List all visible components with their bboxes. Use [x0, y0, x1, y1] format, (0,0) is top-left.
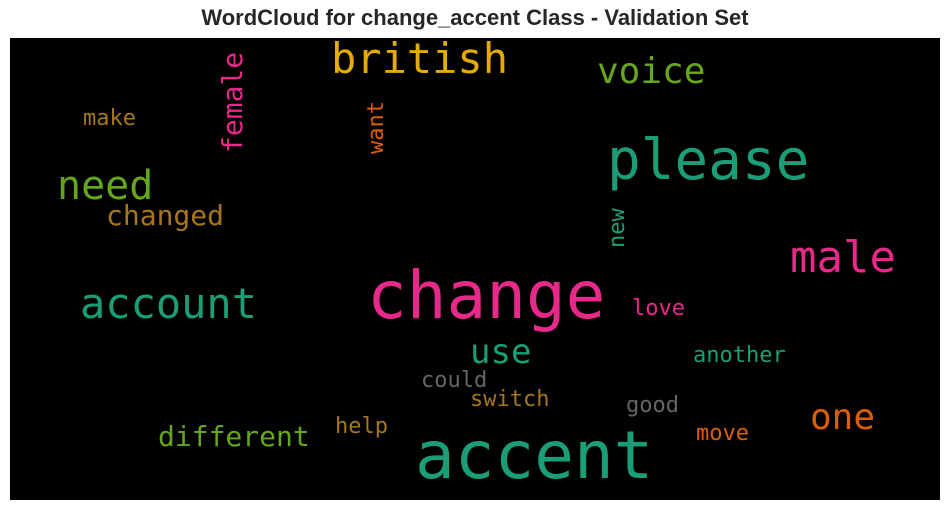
word-make: make: [83, 106, 136, 131]
word-love: love: [632, 296, 685, 321]
word-use: use: [470, 332, 532, 372]
word-changed: changed: [106, 199, 225, 232]
word-another: another: [693, 343, 786, 368]
word-british: british: [331, 38, 509, 83]
chart-title: WordCloud for change_accent Class - Vali…: [201, 5, 749, 30]
word-move: move: [696, 421, 749, 446]
word-new: new: [605, 208, 630, 248]
word-voice: voice: [597, 51, 706, 92]
word-need: need: [57, 163, 154, 209]
word-please: please: [607, 128, 810, 193]
word-account: account: [80, 279, 258, 328]
word-good: good: [626, 393, 679, 418]
word-one: one: [810, 397, 876, 438]
word-want: want: [364, 101, 389, 154]
wordcloud-canvas: accent change please account british mal…: [10, 38, 940, 500]
word-male: male: [790, 232, 896, 283]
word-change: change: [367, 257, 606, 334]
word-female: female: [216, 51, 249, 153]
word-help: help: [335, 414, 388, 439]
word-switch: switch: [470, 387, 550, 412]
word-could: could: [421, 368, 488, 393]
word-accent: accent: [415, 417, 654, 494]
word-different: different: [158, 420, 310, 453]
